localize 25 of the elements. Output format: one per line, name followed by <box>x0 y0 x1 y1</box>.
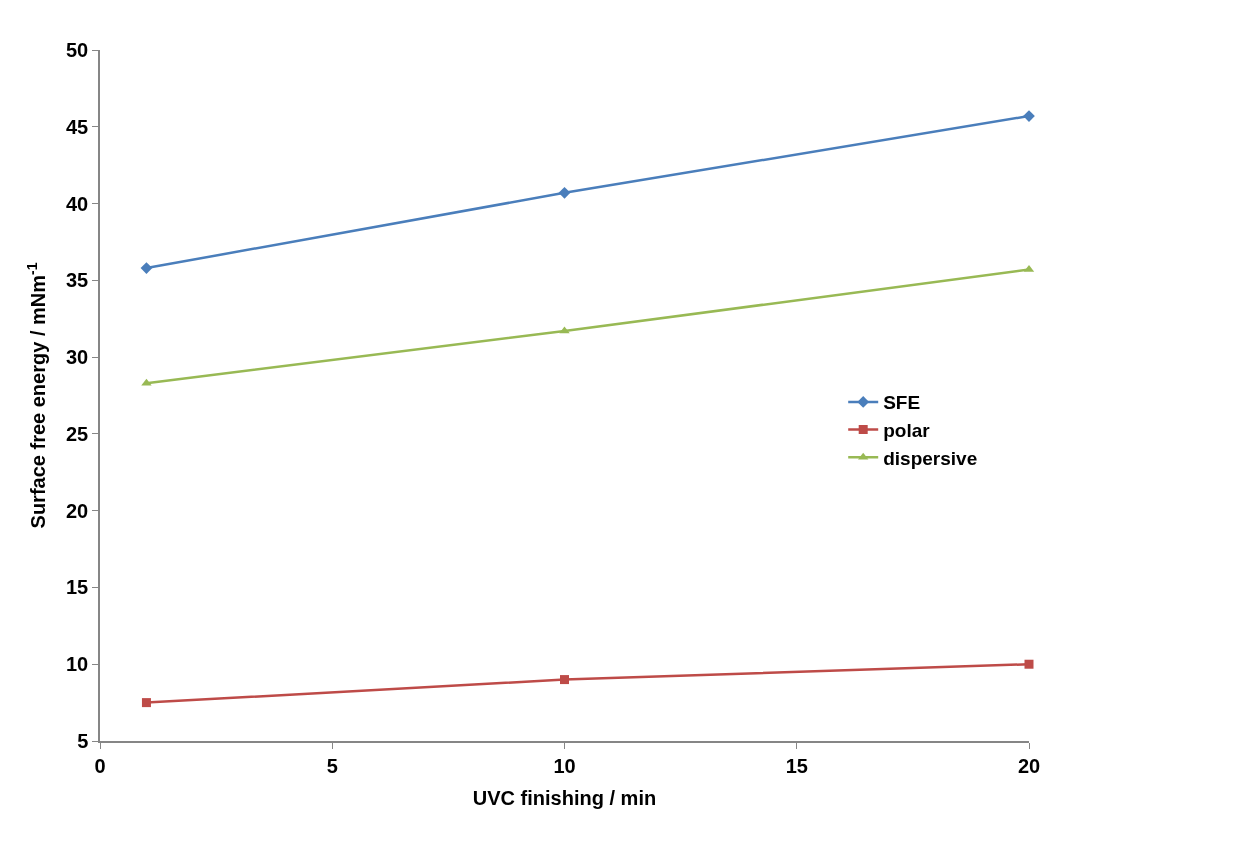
point <box>560 675 569 685</box>
legend-label: polar <box>883 420 931 442</box>
legend-label: dispersive <box>883 447 978 469</box>
point <box>141 698 151 708</box>
y-tick-label: 5 <box>77 730 89 752</box>
x-tick-label: 20 <box>1017 754 1041 777</box>
point <box>140 262 153 274</box>
x-tick-label: 15 <box>785 754 808 777</box>
x-axis-title: UVC finishing / min <box>472 786 657 809</box>
point <box>558 186 571 199</box>
y-tick-label: 40 <box>66 192 89 215</box>
y-tick-label: 25 <box>66 422 89 445</box>
legend-label: SFE <box>883 392 921 414</box>
y-tick-label: 50 <box>66 39 89 61</box>
y-tick-label: 30 <box>66 346 89 369</box>
y-tick-label: 20 <box>66 499 89 522</box>
y-tick-label: 45 <box>66 115 89 138</box>
point <box>559 326 570 334</box>
y-tick-label: 35 <box>66 269 89 292</box>
x-tick-label: 5 <box>326 754 338 777</box>
y-tick-label: 15 <box>66 576 89 599</box>
x-tick-label: 10 <box>553 754 576 777</box>
y-tick-label: 10 <box>66 653 89 676</box>
x-tick-label: 0 <box>94 754 106 777</box>
point <box>1024 659 1034 669</box>
